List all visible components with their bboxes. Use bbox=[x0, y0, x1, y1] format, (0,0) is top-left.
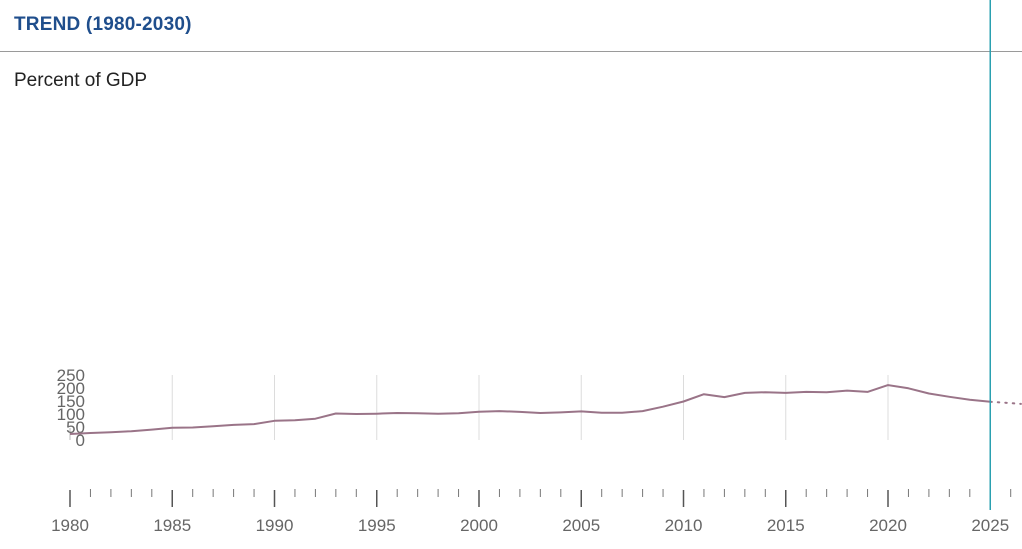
x-tick-label-2025: 2025 bbox=[971, 516, 1009, 535]
x-tick-label-2020: 2020 bbox=[869, 516, 907, 535]
y-tick-label-250: 250 bbox=[57, 366, 85, 385]
x-tick-label-2005: 2005 bbox=[562, 516, 600, 535]
grid-layer bbox=[69, 375, 991, 440]
x-axis: 1980 1985 1990 1995 2000 2005 2010 2015 2020 2025 bbox=[51, 489, 1012, 535]
y-axis-label: Percent of GDP bbox=[14, 70, 148, 91]
projection-line bbox=[989, 400, 1022, 405]
x-tick-label-2000: 2000 bbox=[460, 516, 498, 535]
y-tick-label-150: 150 bbox=[57, 392, 85, 411]
x-tick-label-2010: 2010 bbox=[665, 516, 703, 535]
header-divider bbox=[0, 51, 1022, 52]
x-tick-label-1995: 1995 bbox=[358, 516, 396, 535]
y-tick-label-200: 200 bbox=[57, 379, 85, 398]
x-tick-label-2015: 2015 bbox=[767, 516, 805, 535]
y-tick-label-50: 50 bbox=[66, 418, 85, 437]
series-layer bbox=[69, 384, 1022, 435]
x-tick-label-1990: 1990 bbox=[256, 516, 294, 535]
x-tick-label-1985: 1985 bbox=[153, 516, 191, 535]
x-tick-label-1980: 1980 bbox=[51, 516, 89, 535]
y-tick-label-0: 0 bbox=[76, 431, 85, 450]
chart-title: TREND (1980-2030) bbox=[14, 14, 192, 35]
series-line bbox=[69, 384, 991, 435]
y-tick-label-100: 100 bbox=[57, 405, 85, 424]
